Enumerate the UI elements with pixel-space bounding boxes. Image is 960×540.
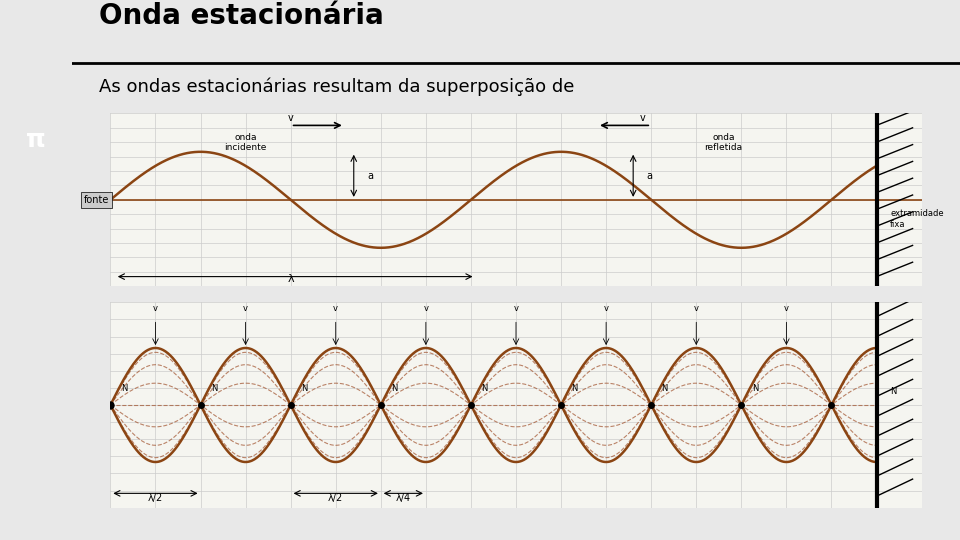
Text: extramidade
fixa: extramidade fixa	[890, 210, 944, 229]
Text: v: v	[639, 113, 645, 123]
Text: v: v	[784, 304, 789, 313]
Text: v: v	[604, 304, 609, 313]
Text: v: v	[694, 304, 699, 313]
Text: N: N	[301, 384, 307, 393]
Text: λ: λ	[287, 274, 294, 285]
Text: λ/4: λ/4	[396, 493, 411, 503]
Text: a: a	[647, 171, 653, 181]
Text: λ/2: λ/2	[148, 493, 163, 503]
Text: Onda estacionária: Onda estacionária	[99, 2, 383, 30]
Text: a: a	[368, 171, 373, 181]
Text: v: v	[153, 304, 158, 313]
Text: v: v	[333, 304, 338, 313]
Text: N: N	[481, 384, 488, 393]
Text: As ondas estacionárias resultam da superposição de: As ondas estacionárias resultam da super…	[99, 78, 574, 96]
Text: λ/2: λ/2	[328, 493, 344, 503]
Text: fonte: fonte	[84, 195, 109, 205]
Text: v: v	[423, 304, 428, 313]
Text: onda
refletida: onda refletida	[705, 133, 742, 152]
Text: onda
incidente: onda incidente	[225, 133, 267, 152]
Text: N: N	[121, 384, 127, 393]
Text: N: N	[391, 384, 397, 393]
Text: N: N	[211, 384, 217, 393]
Text: N: N	[571, 384, 578, 393]
Text: v: v	[514, 304, 518, 313]
Text: N: N	[661, 384, 668, 393]
Text: N: N	[752, 384, 758, 393]
Text: π: π	[26, 129, 46, 152]
Text: N: N	[890, 387, 897, 396]
Text: v: v	[243, 304, 248, 313]
Text: v: v	[288, 113, 294, 123]
